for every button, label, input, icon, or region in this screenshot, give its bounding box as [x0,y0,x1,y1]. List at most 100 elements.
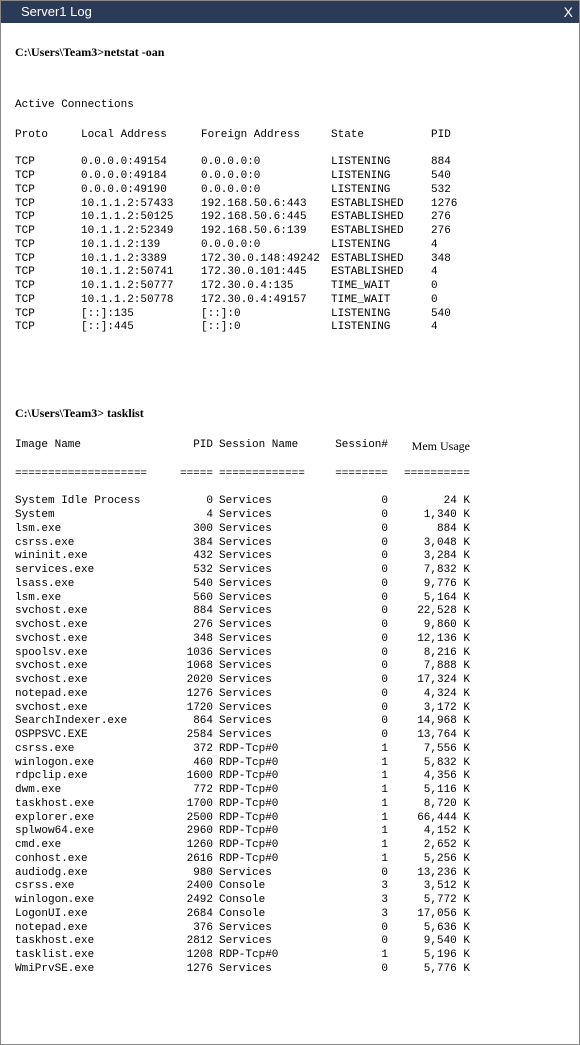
cell-local: 10.1.1.2:50125 [81,211,201,225]
titlebar[interactable]: Server1 Log X [1,1,579,23]
cell-pid: 1036 [165,647,213,661]
cell-image: svchost.exe [15,619,165,633]
cell-mem: 3,512 K [388,880,470,894]
cell-proto: TCP [15,308,81,322]
cell-snum: 0 [313,633,388,647]
cell-snum: 0 [313,537,388,551]
col-local: Local Address [81,129,201,143]
cell-pid: 1700 [165,798,213,812]
cell-pid: 4 [431,266,481,280]
cell-session: Services [213,647,313,661]
cell-state: LISTENING [331,184,431,198]
cell-proto: TCP [15,266,81,280]
cell-foreign: [::]:0 [201,308,331,322]
col-session-num: Session# [313,439,388,454]
cell-image: services.exe [15,564,165,578]
tasklist-row: LogonUI.exe2684Console317,056 K [15,908,565,922]
tasklist-row: System Idle Process0Services024 K [15,495,565,509]
cell-mem: 13,764 K [388,729,470,743]
cell-session: Services [213,633,313,647]
cell-snum: 1 [313,825,388,839]
terminal-body: C:\Users\Team3>netstat -oan Active Conne… [1,23,579,1044]
active-connections-title: Active Connections [15,99,565,113]
cell-session: Services [213,963,313,977]
cell-session: Services [213,715,313,729]
cell-proto: TCP [15,156,81,170]
cell-pid: 4 [165,509,213,523]
cell-pid: 2684 [165,908,213,922]
cell-image: spoolsv.exe [15,647,165,661]
tasklist-row: svchost.exe2020Services017,324 K [15,674,565,688]
cell-snum: 1 [313,853,388,867]
cell-image: notepad.exe [15,688,165,702]
tasklist-row: csrss.exe2400Console33,512 K [15,880,565,894]
cell-session: Services [213,495,313,509]
cell-session: Services [213,550,313,564]
cell-local: 10.1.1.2:52349 [81,225,201,239]
cell-image: notepad.exe [15,922,165,936]
cell-image: taskhost.exe [15,798,165,812]
cell-session: RDP-Tcp#0 [213,784,313,798]
cell-pid: 4 [431,321,481,335]
cell-local: 0.0.0.0:49190 [81,184,201,198]
cell-mem: 24 K [388,495,470,509]
tasklist-row: taskhost.exe2812Services09,540 K [15,935,565,949]
cell-session: RDP-Tcp#0 [213,825,313,839]
cell-mem: 5,256 K [388,853,470,867]
tasklist-row: lsm.exe560Services05,164 K [15,592,565,606]
col-pid: PID [431,129,481,143]
close-button[interactable]: X [564,1,573,23]
ul-snum: ======== [313,468,388,482]
cell-session: RDP-Tcp#0 [213,743,313,757]
cell-mem: 2,652 K [388,839,470,853]
tasklist-row: notepad.exe1276Services04,324 K [15,688,565,702]
cell-image: tasklist.exe [15,949,165,963]
cell-state: ESTABLISHED [331,198,431,212]
cell-pid: 1276 [431,198,481,212]
cell-state: LISTENING [331,156,431,170]
cell-pid: 0 [431,280,481,294]
cell-image: audiodg.exe [15,867,165,881]
cell-image: svchost.exe [15,605,165,619]
cell-pid: 2492 [165,894,213,908]
cell-image: svchost.exe [15,633,165,647]
cell-snum: 1 [313,839,388,853]
cell-pid: 372 [165,743,213,757]
cell-pid: 2616 [165,853,213,867]
cell-mem: 13,236 K [388,867,470,881]
cell-state: LISTENING [331,239,431,253]
cell-image: csrss.exe [15,880,165,894]
cell-mem: 5,196 K [388,949,470,963]
cell-image: svchost.exe [15,660,165,674]
netstat-row: TCP0.0.0.0:491900.0.0.0:0LISTENING532 [15,184,565,198]
tasklist-row: OSPPSVC.EXE2584Services013,764 K [15,729,565,743]
cell-local: 10.1.1.2:57433 [81,198,201,212]
cell-snum: 0 [313,523,388,537]
netstat-row: TCP10.1.1.2:50125192.168.50.6:445ESTABLI… [15,211,565,225]
cell-foreign: 172.30.0.148:49242 [201,253,331,267]
netstat-row: TCP10.1.1.2:50777172.30.0.4:135TIME_WAIT… [15,280,565,294]
cell-image: dwm.exe [15,784,165,798]
tasklist-row: svchost.exe1720Services03,172 K [15,702,565,716]
cell-pid: 540 [431,170,481,184]
ul-session: ============= [213,468,313,482]
ul-pid: ===== [165,468,213,482]
cell-mem: 1,340 K [388,509,470,523]
cell-snum: 0 [313,495,388,509]
tasklist-row: tasklist.exe1208RDP-Tcp#015,196 K [15,949,565,963]
cell-local: [::]:445 [81,321,201,335]
cell-state: ESTABLISHED [331,253,431,267]
tasklist-row: taskhost.exe1700RDP-Tcp#018,720 K [15,798,565,812]
col-session-name: Session Name [213,439,313,454]
cell-local: 10.1.1.2:3389 [81,253,201,267]
cell-local: 0.0.0.0:49184 [81,170,201,184]
cell-foreign: 0.0.0.0:0 [201,156,331,170]
cell-image: cmd.exe [15,839,165,853]
cell-local: 10.1.1.2:50778 [81,294,201,308]
cell-session: Services [213,729,313,743]
cell-state: TIME_WAIT [331,280,431,294]
cell-local: 10.1.1.2:139 [81,239,201,253]
tasklist-row: winlogon.exe2492Console35,772 K [15,894,565,908]
cell-foreign: 192.168.50.6:443 [201,198,331,212]
cell-mem: 5,772 K [388,894,470,908]
